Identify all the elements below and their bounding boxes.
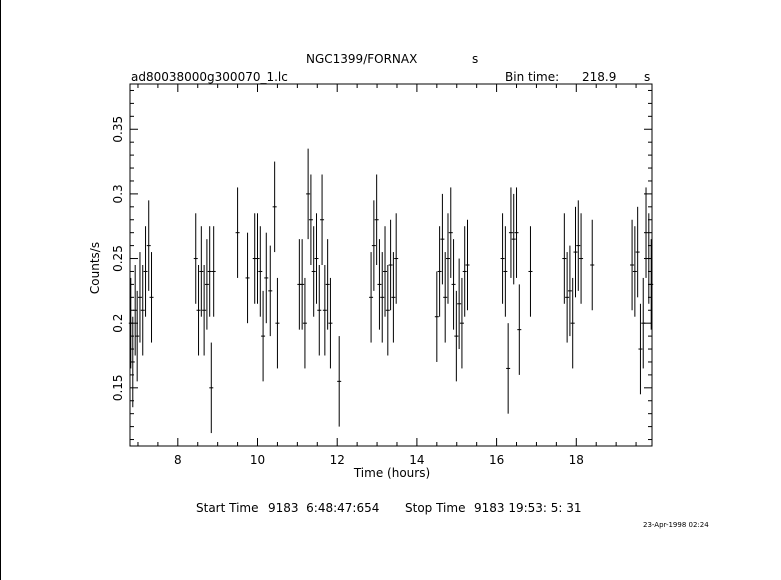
plot-border — [129, 83, 653, 447]
data-points-group — [128, 148, 654, 434]
bin-time-value: 218.9 — [582, 70, 617, 84]
y-tick-label: 0.35 — [111, 116, 125, 143]
x-axis-label: Time (hours) — [353, 466, 430, 480]
x-tick-label: 10 — [250, 453, 265, 467]
chart-title-suffix: s — [472, 52, 479, 66]
x-tick-label: 14 — [409, 453, 424, 467]
x-tick-label: 16 — [489, 453, 504, 467]
start-time-label: Start Time — [196, 501, 259, 515]
start-time-value: 9183 6:48:47:654 — [268, 501, 380, 515]
x-tick-label: 12 — [330, 453, 345, 467]
y-axis-label: Counts/s — [88, 242, 102, 294]
x-tick-label: 18 — [569, 453, 584, 467]
stop-time-label: Stop Time — [405, 501, 466, 515]
x-tick-label: 8 — [174, 453, 182, 467]
bin-time-label: Bin time: — [505, 70, 560, 84]
bin-time-unit: s — [644, 70, 651, 84]
y-tick-label: 0.25 — [111, 245, 125, 272]
axis-ticks: 8 10 12 14 16 18 0.15 0.2 0.25 0.3 0.35 — [111, 84, 652, 467]
page-left-border — [0, 0, 1, 580]
stop-time-value: 9183 19:53: 5: 31 — [474, 501, 582, 515]
plot-frame — [129, 83, 653, 447]
y-tick-label: 0.15 — [111, 374, 125, 401]
y-tick-label: 0.2 — [111, 314, 125, 333]
date-stamp: 23-Apr-1998 02:24 — [643, 521, 709, 529]
chart-title: NGC1399/FORNAX — [306, 52, 418, 66]
chart-subtitle: ad80038000g300070_1.lc — [131, 70, 288, 84]
y-tick-label: 0.3 — [111, 184, 125, 203]
